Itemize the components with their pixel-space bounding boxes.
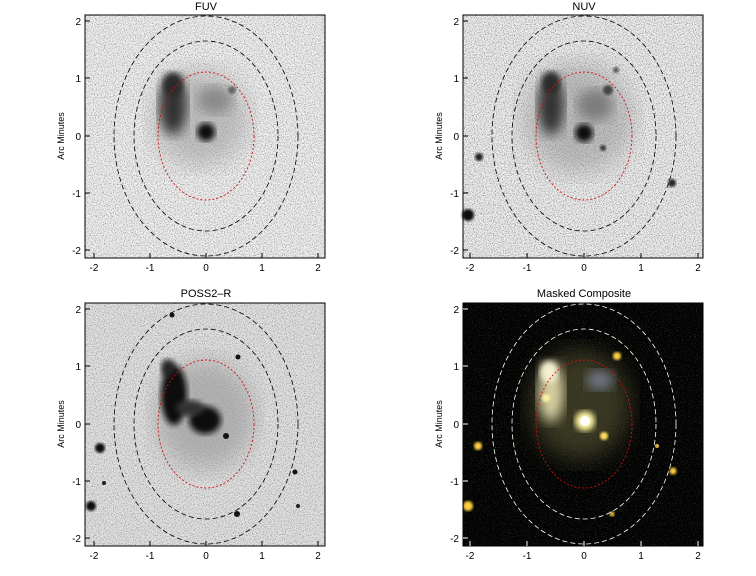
x-tick-label: 2 xyxy=(315,263,321,274)
inner-ellipse xyxy=(511,40,657,232)
y-tick-label: 1 xyxy=(453,362,459,373)
aperture-ellipse xyxy=(157,359,255,489)
x-tick-label: 1 xyxy=(259,551,265,562)
y-tick-label: 2 xyxy=(75,17,81,28)
y-axis-label: Arc Minutes xyxy=(56,400,66,448)
galaxy xyxy=(523,63,633,173)
y-tick-label: 0 xyxy=(75,420,81,431)
y-tick-label: 1 xyxy=(453,74,459,85)
image-frame xyxy=(84,14,326,259)
inner-ellipse xyxy=(133,328,279,520)
y-tick-label: -1 xyxy=(72,189,81,200)
outer-ellipse xyxy=(113,303,299,545)
panel-nuv: NUV Arc Minutes xyxy=(434,1,704,274)
x-tick-label: 0 xyxy=(581,551,587,562)
x-tick-label: -2 xyxy=(466,551,475,562)
y-tick-label: -2 xyxy=(72,246,81,257)
y-tick-label: 0 xyxy=(453,132,459,143)
aperture-ellipse xyxy=(535,71,633,201)
x-tick-label: -2 xyxy=(90,551,99,562)
x-tick-label: 0 xyxy=(581,263,587,274)
y-tick-label: -1 xyxy=(72,477,81,488)
galaxy xyxy=(155,359,255,470)
x-tick-label: -1 xyxy=(146,551,155,562)
outer-ellipse xyxy=(113,15,299,257)
x-tick-label: 2 xyxy=(695,263,701,274)
y-axis-label: Arc Minutes xyxy=(434,112,444,160)
galaxy xyxy=(152,70,248,166)
y-tick-label: -2 xyxy=(450,246,459,257)
y-axis-label: Arc Minutes xyxy=(56,112,66,160)
y-tick-label: -2 xyxy=(72,534,81,545)
y-tick-label: 1 xyxy=(75,362,81,373)
outer-ellipse xyxy=(491,15,677,257)
x-tick-label: 1 xyxy=(638,263,644,274)
x-tick-label: -1 xyxy=(146,263,155,274)
x-tick-label: 0 xyxy=(203,551,209,562)
panel-title: Masked Composite xyxy=(537,288,631,300)
image-frame xyxy=(462,302,704,547)
panel-poss2-r: POSS2–R Arc Minutes xyxy=(56,288,326,562)
image-frame xyxy=(462,14,704,259)
aperture-ellipse xyxy=(157,71,255,201)
panel-masked-composite: Masked Composite Arc Minutes xyxy=(434,288,704,562)
y-tick-label: 1 xyxy=(75,74,81,85)
x-tick-label: -1 xyxy=(523,263,532,274)
x-tick-label: -1 xyxy=(523,551,532,562)
y-tick-label: 2 xyxy=(453,305,459,316)
x-tick-label: 1 xyxy=(638,551,644,562)
inner-ellipse xyxy=(511,328,657,520)
y-tick-label: 2 xyxy=(75,305,81,316)
x-tick-label: 0 xyxy=(203,263,209,274)
aperture-ellipse xyxy=(535,359,633,489)
y-tick-label: 0 xyxy=(75,132,81,143)
y-axis-label: Arc Minutes xyxy=(434,400,444,448)
y-tick-label: 2 xyxy=(453,17,459,28)
outer-ellipse xyxy=(491,303,677,545)
x-tick-label: 1 xyxy=(259,263,265,274)
y-tick-label: -1 xyxy=(450,189,459,200)
x-tick-label: 2 xyxy=(695,551,701,562)
panel-fuv: FUV Arc Minutes -2 xyxy=(56,1,326,274)
inner-ellipse xyxy=(133,40,279,232)
panel-title: FUV xyxy=(195,1,218,13)
x-tick-label: 2 xyxy=(315,551,321,562)
x-tick-label: -2 xyxy=(90,263,99,274)
x-tick-label: -2 xyxy=(466,263,475,274)
panel-title: NUV xyxy=(572,1,596,13)
y-tick-label: -1 xyxy=(450,477,459,488)
image-frame xyxy=(84,302,326,547)
panel-title: POSS2–R xyxy=(181,288,232,300)
y-tick-label: -2 xyxy=(450,534,459,545)
galaxy xyxy=(530,350,630,460)
y-tick-label: 0 xyxy=(453,420,459,431)
